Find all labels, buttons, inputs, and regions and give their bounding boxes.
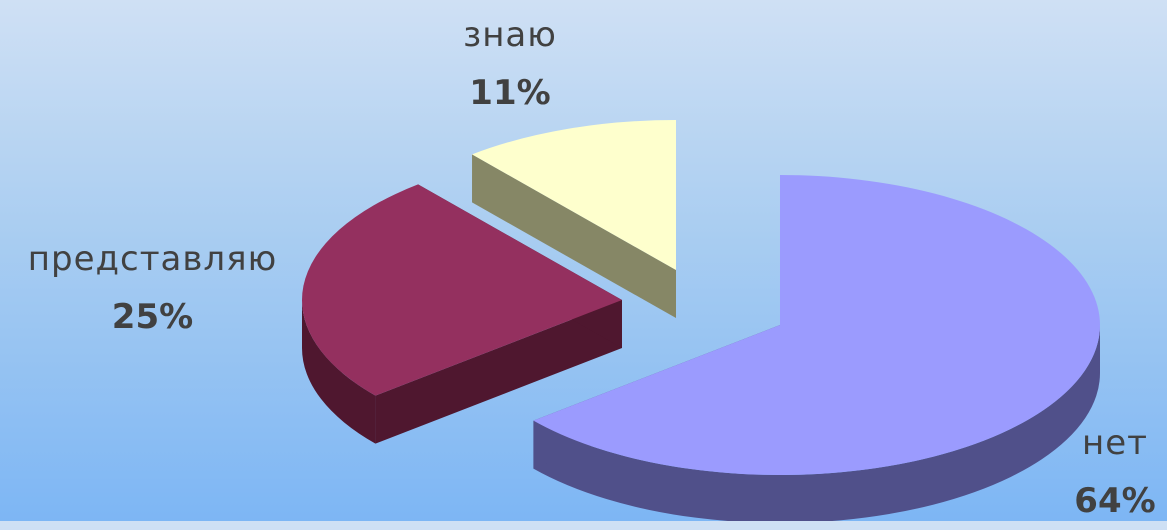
slice-percent-net: 64%	[1074, 481, 1156, 521]
slice-percent-znayu: 11%	[469, 73, 551, 113]
slice-label-net: нет 64%	[1050, 414, 1167, 530]
slice-label-predstavlyayu: представляю 25%	[0, 230, 305, 346]
slice-znayu	[472, 120, 676, 270]
slice-side-net	[533, 325, 1100, 521]
slice-percent-predstavlyayu: 25%	[111, 297, 194, 337]
slice-predstavlyayu	[302, 184, 622, 396]
slice-wall-znayu-0	[472, 154, 676, 318]
slice-label-znayu: знаю 11%	[430, 6, 590, 122]
slice-category-znayu: знаю	[463, 15, 557, 55]
slice-side-predstavlyayu	[302, 300, 376, 444]
slice-category-predstavlyayu: представляю	[27, 239, 278, 279]
slice-category-net: нет	[1082, 423, 1148, 463]
slice-net	[533, 175, 1100, 476]
slice-wall-predstavlyayu-0	[375, 300, 622, 444]
